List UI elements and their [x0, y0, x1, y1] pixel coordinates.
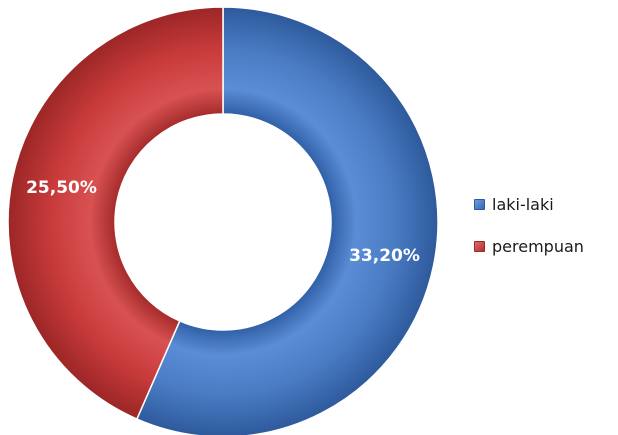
data-label-perempuan: 25,50%	[26, 178, 97, 198]
legend-item-perempuan: perempuan	[474, 235, 584, 257]
donut-slices	[7, 6, 439, 435]
legend-label-perempuan: perempuan	[492, 236, 584, 256]
legend-label-laki-laki: laki-laki	[492, 194, 554, 214]
legend-swatch-perempuan	[474, 240, 485, 252]
donut-data-labels: 33,20% 25,50%	[26, 178, 420, 266]
legend: laki-laki perempuan	[474, 193, 584, 277]
legend-item-laki-laki: laki-laki	[474, 193, 584, 215]
slice-laki-laki	[135, 6, 439, 435]
slice-perempuan	[7, 6, 224, 420]
data-label-laki-laki: 33,20%	[349, 246, 420, 266]
legend-swatch-laki-laki	[474, 198, 485, 210]
